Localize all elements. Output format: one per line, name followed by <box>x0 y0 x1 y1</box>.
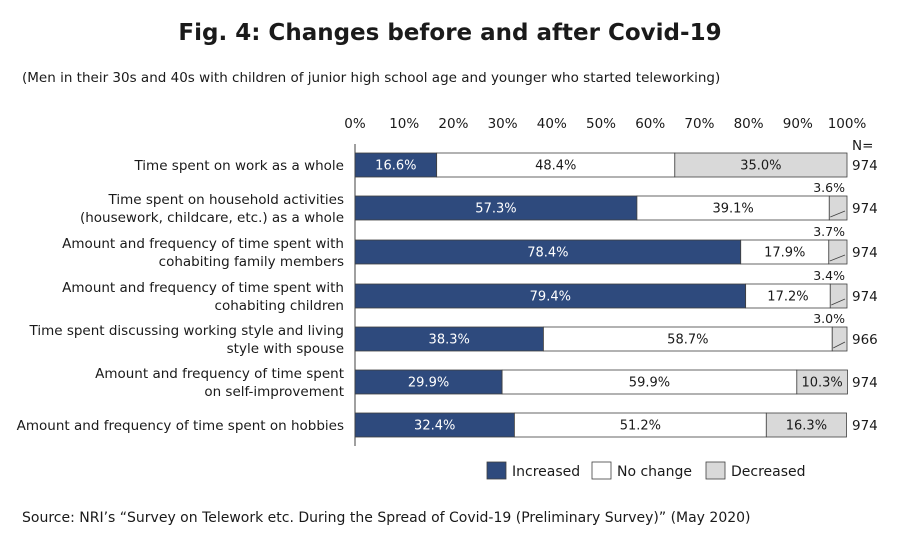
n-value: 974 <box>852 201 878 217</box>
bar-segment-decreased <box>831 326 848 352</box>
n-value: 974 <box>852 245 878 261</box>
data-label: 57.3% <box>475 202 516 217</box>
x-tick-label: 50% <box>586 116 616 132</box>
x-tick-label: 90% <box>783 116 813 132</box>
leader-line <box>829 254 846 262</box>
bar-segment-decreased <box>829 283 848 309</box>
x-tick-label: 0% <box>344 116 366 132</box>
data-label: 3.0% <box>813 311 845 326</box>
bar-segment-no-change <box>436 152 676 178</box>
x-tick-label: 10% <box>389 116 419 132</box>
data-label: 3.7% <box>813 224 845 239</box>
n-values: N= 974 974 974 974 966 974 974 <box>852 138 878 434</box>
data-label: 58.7% <box>667 333 708 348</box>
data-label: 17.9% <box>764 246 805 261</box>
x-tick-label: 100% <box>828 116 867 132</box>
n-value: 974 <box>852 418 878 434</box>
n-header: N= <box>852 138 873 154</box>
chart-title: Fig. 4: Changes before and after Covid-1… <box>178 20 722 46</box>
leader-line <box>831 298 846 306</box>
legend-label-decreased: Decreased <box>731 464 806 480</box>
legend-label-no-change: No change <box>617 464 692 480</box>
bars <box>354 152 848 438</box>
bar-segment-increased <box>354 283 747 309</box>
legend-label-increased: Increased <box>512 464 580 480</box>
n-value: 974 <box>852 289 878 305</box>
n-value: 974 <box>852 375 878 391</box>
category-label: Amount and frequency of time spent with <box>62 280 344 296</box>
category-label: Amount and frequency of time spent on ho… <box>17 418 344 434</box>
x-tick-label: 20% <box>438 116 468 132</box>
category-label: (housework, childcare, etc.) as a whole <box>80 210 344 226</box>
x-tick-label: 60% <box>635 116 665 132</box>
leader-line <box>830 210 846 218</box>
x-tick-label: 80% <box>734 116 764 132</box>
data-label: 59.9% <box>629 376 670 391</box>
data-label: 79.4% <box>530 290 571 305</box>
category-label: Time spent on work as a whole <box>133 158 344 174</box>
n-value: 966 <box>852 332 878 348</box>
bar-segment-decreased <box>828 239 848 265</box>
bar-segment-increased <box>354 369 503 395</box>
bar-segment-increased <box>354 152 438 178</box>
leader-line <box>833 341 846 349</box>
category-label: Time spent discussing working style and … <box>28 323 344 339</box>
data-label: 32.4% <box>414 419 455 434</box>
data-labels: 16.6% 48.4% 35.0% 57.3% 39.1% 3.6% 78.4% 17.9% 3… <box>375 159 846 434</box>
category-label: Amount and frequency of time spent with <box>62 236 344 252</box>
data-label: 3.6% <box>813 180 845 195</box>
category-label: style with spouse <box>227 341 344 357</box>
bar-segment-decreased <box>674 152 848 178</box>
legend-swatch-increased <box>486 461 507 480</box>
data-label: 17.2% <box>767 290 808 305</box>
category-labels: Time spent on work as a whole Time spent … <box>17 158 344 434</box>
x-tick-label: 70% <box>684 116 714 132</box>
data-label: 35.0% <box>740 159 781 174</box>
bar-segment-no-change <box>740 239 830 265</box>
n-value: 974 <box>852 158 878 174</box>
stacked-bar-chart: 0% 10% 20% 30% 40% 50% 60% 70% 80% 90% 100% 16.6% 4… <box>17 116 878 480</box>
bar-segment-decreased <box>828 195 848 221</box>
category-label: cohabiting children <box>215 298 344 314</box>
data-label: 78.4% <box>527 246 568 261</box>
bar-segment-no-change <box>501 369 798 395</box>
chart-subtitle: (Men in their 30s and 40s with children … <box>22 70 721 86</box>
data-label: 29.9% <box>408 376 449 391</box>
bar-segment-decreased <box>765 412 847 438</box>
source-note: Source: NRI’s “Survey on Telework etc. D… <box>22 510 751 526</box>
x-tick-label: 30% <box>488 116 518 132</box>
legend-swatch-decreased <box>705 461 726 480</box>
data-label: 16.6% <box>375 159 416 174</box>
legend-swatch-no-change <box>591 461 612 480</box>
bar-segment-no-change <box>543 326 833 352</box>
x-axis-ticks: 0% 10% 20% 30% 40% 50% 60% 70% 80% 90% 100% <box>344 116 866 446</box>
data-label: 51.2% <box>620 419 661 434</box>
category-label: cohabiting family members <box>159 254 344 270</box>
data-label: 10.3% <box>801 376 842 391</box>
x-tick-label: 40% <box>537 116 567 132</box>
category-label: Time spent on household activities <box>108 192 345 208</box>
bar-segment-increased <box>354 195 638 221</box>
bar-segment-decreased <box>796 369 848 395</box>
category-label: on self-improvement <box>204 384 344 400</box>
category-label: Amount and frequency of time spent <box>95 366 344 382</box>
data-label: 3.4% <box>813 268 845 283</box>
data-label: 16.3% <box>786 419 827 434</box>
legend: Increased No change Decreased <box>486 461 806 480</box>
data-label: 39.1% <box>712 202 753 217</box>
bar-segment-increased <box>354 412 515 438</box>
data-label: 48.4% <box>535 159 576 174</box>
bar-segment-increased <box>354 326 544 352</box>
data-label: 38.3% <box>429 333 470 348</box>
